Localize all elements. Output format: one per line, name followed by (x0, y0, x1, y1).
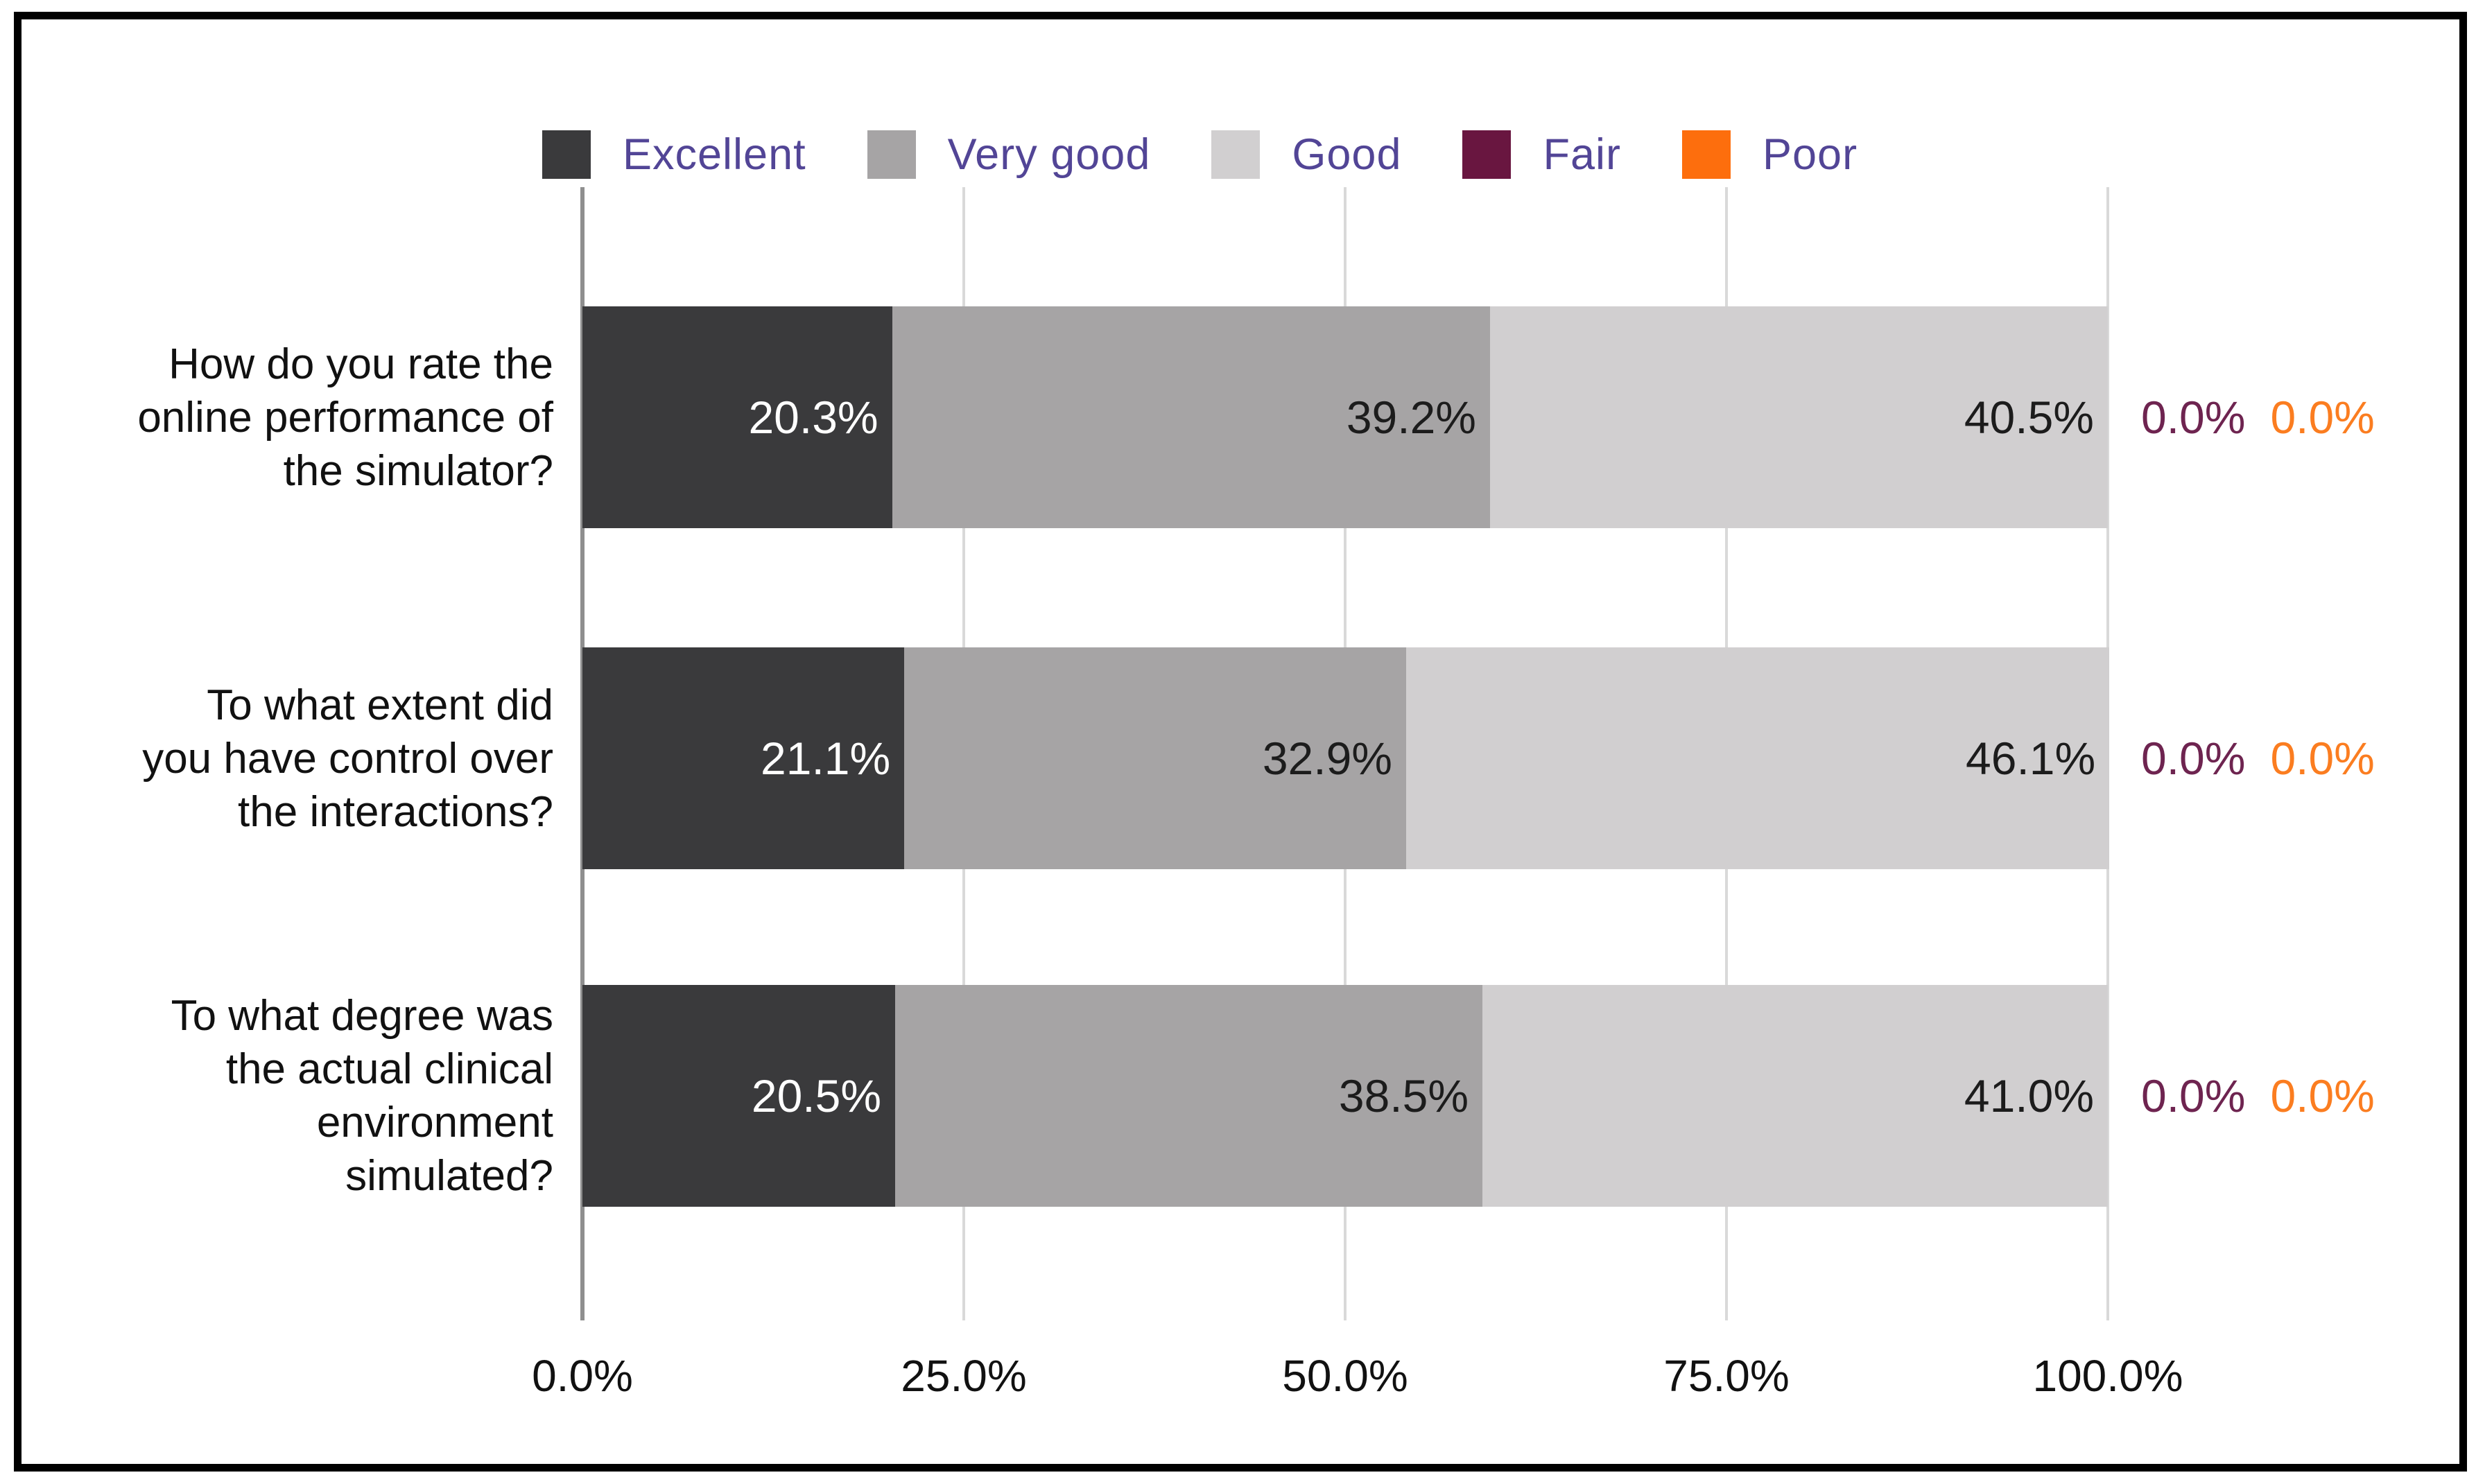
category-label-line: you have control over (142, 734, 553, 783)
category-label-line: the interactions? (238, 787, 553, 836)
x-tick-label-0: 0.0% (532, 1351, 633, 1401)
legend-label-fair: Fair (1543, 130, 1621, 179)
legend-swatch-poor (1681, 130, 1731, 179)
bar-row-1: 20.3% 39.2% 40.5% (582, 306, 2108, 528)
bar-value-label-good: 40.5% (1964, 392, 2094, 443)
legend-swatch-excellent (542, 130, 591, 179)
category-label-1: How do you rate the online performance of… (61, 338, 553, 498)
legend-swatch-fair (1462, 130, 1512, 179)
category-label-line: How do you rate the (168, 340, 553, 388)
bar-segment-excellent: 20.5% (582, 985, 895, 1207)
legend-label-excellent: Excellent (623, 130, 806, 179)
category-label-line: simulated? (345, 1152, 553, 1200)
outside-value-label-poor: 0.0% (2270, 1070, 2375, 1121)
legend-item-excellent: Excellent (542, 130, 806, 179)
bar-segment-good: 40.5% (1489, 306, 2108, 528)
bar-value-label-good: 46.1% (1966, 733, 2096, 784)
outside-value-label-fair: 0.0% (2141, 733, 2246, 784)
outside-labels-row-2: 0.0% 0.0% (2141, 731, 2375, 786)
outside-value-label-poor: 0.0% (2270, 733, 2375, 784)
bar-value-label-excellent: 20.5% (751, 1070, 881, 1121)
category-label-line: the simulator? (283, 446, 553, 495)
bar-segment-very-good: 39.2% (892, 306, 1490, 528)
bar-segment-very-good: 32.9% (904, 647, 1406, 869)
bar-value-label-very-good: 32.9% (1262, 733, 1392, 784)
x-tick-label-25: 25.0% (901, 1351, 1027, 1401)
bar-value-label-excellent: 20.3% (748, 392, 878, 443)
x-tick-label-100: 100.0% (2032, 1351, 2183, 1401)
bar-value-label-very-good: 38.5% (1338, 1070, 1469, 1121)
category-label-line: To what extent did (207, 681, 553, 729)
category-label-3: To what degree was the actual clinical env… (61, 989, 553, 1203)
legend-item-good: Good (1211, 130, 1401, 179)
legend: Excellent Very good Good Fair Poor (542, 130, 1858, 179)
bar-segment-excellent: 20.3% (582, 306, 892, 528)
legend-label-poor: Poor (1762, 130, 1858, 179)
legend-item-poor: Poor (1681, 130, 1858, 179)
legend-item-fair: Fair (1462, 130, 1621, 179)
category-label-line: online performance of (137, 393, 553, 442)
legend-item-very-good: Very good (867, 130, 1151, 179)
bar-segment-very-good: 38.5% (895, 985, 1482, 1207)
x-tick-label-50: 50.0% (1282, 1351, 1408, 1401)
bar-value-label-very-good: 39.2% (1346, 392, 1476, 443)
bar-row-2: 21.1% 32.9% 46.1% (582, 647, 2110, 869)
outside-labels-row-1: 0.0% 0.0% (2141, 390, 2375, 445)
legend-swatch-very-good (867, 130, 916, 179)
category-label-line: To what degree was (171, 992, 553, 1040)
legend-swatch-good (1211, 130, 1261, 179)
outside-labels-row-3: 0.0% 0.0% (2141, 1068, 2375, 1124)
category-label-line: the actual clinical (225, 1045, 553, 1093)
legend-label-good: Good (1292, 130, 1402, 179)
bar-row-3: 20.5% 38.5% 41.0% (582, 985, 2108, 1207)
bar-segment-good: 41.0% (1482, 985, 2108, 1207)
category-label-line: environment (316, 1099, 553, 1146)
bar-segment-excellent: 21.1% (582, 647, 905, 869)
outside-value-label-fair: 0.0% (2141, 392, 2246, 443)
legend-label-very-good: Very good (947, 130, 1151, 179)
bar-segment-good: 46.1% (1405, 647, 2110, 869)
x-tick-label-75: 75.0% (1663, 1351, 1790, 1401)
outside-value-label-fair: 0.0% (2141, 1070, 2246, 1121)
outside-value-label-poor: 0.0% (2270, 392, 2375, 443)
category-label-2: To what extent did you have control over t… (61, 679, 553, 839)
bar-value-label-excellent: 21.1% (761, 733, 891, 784)
bar-value-label-good: 41.0% (1964, 1070, 2094, 1121)
